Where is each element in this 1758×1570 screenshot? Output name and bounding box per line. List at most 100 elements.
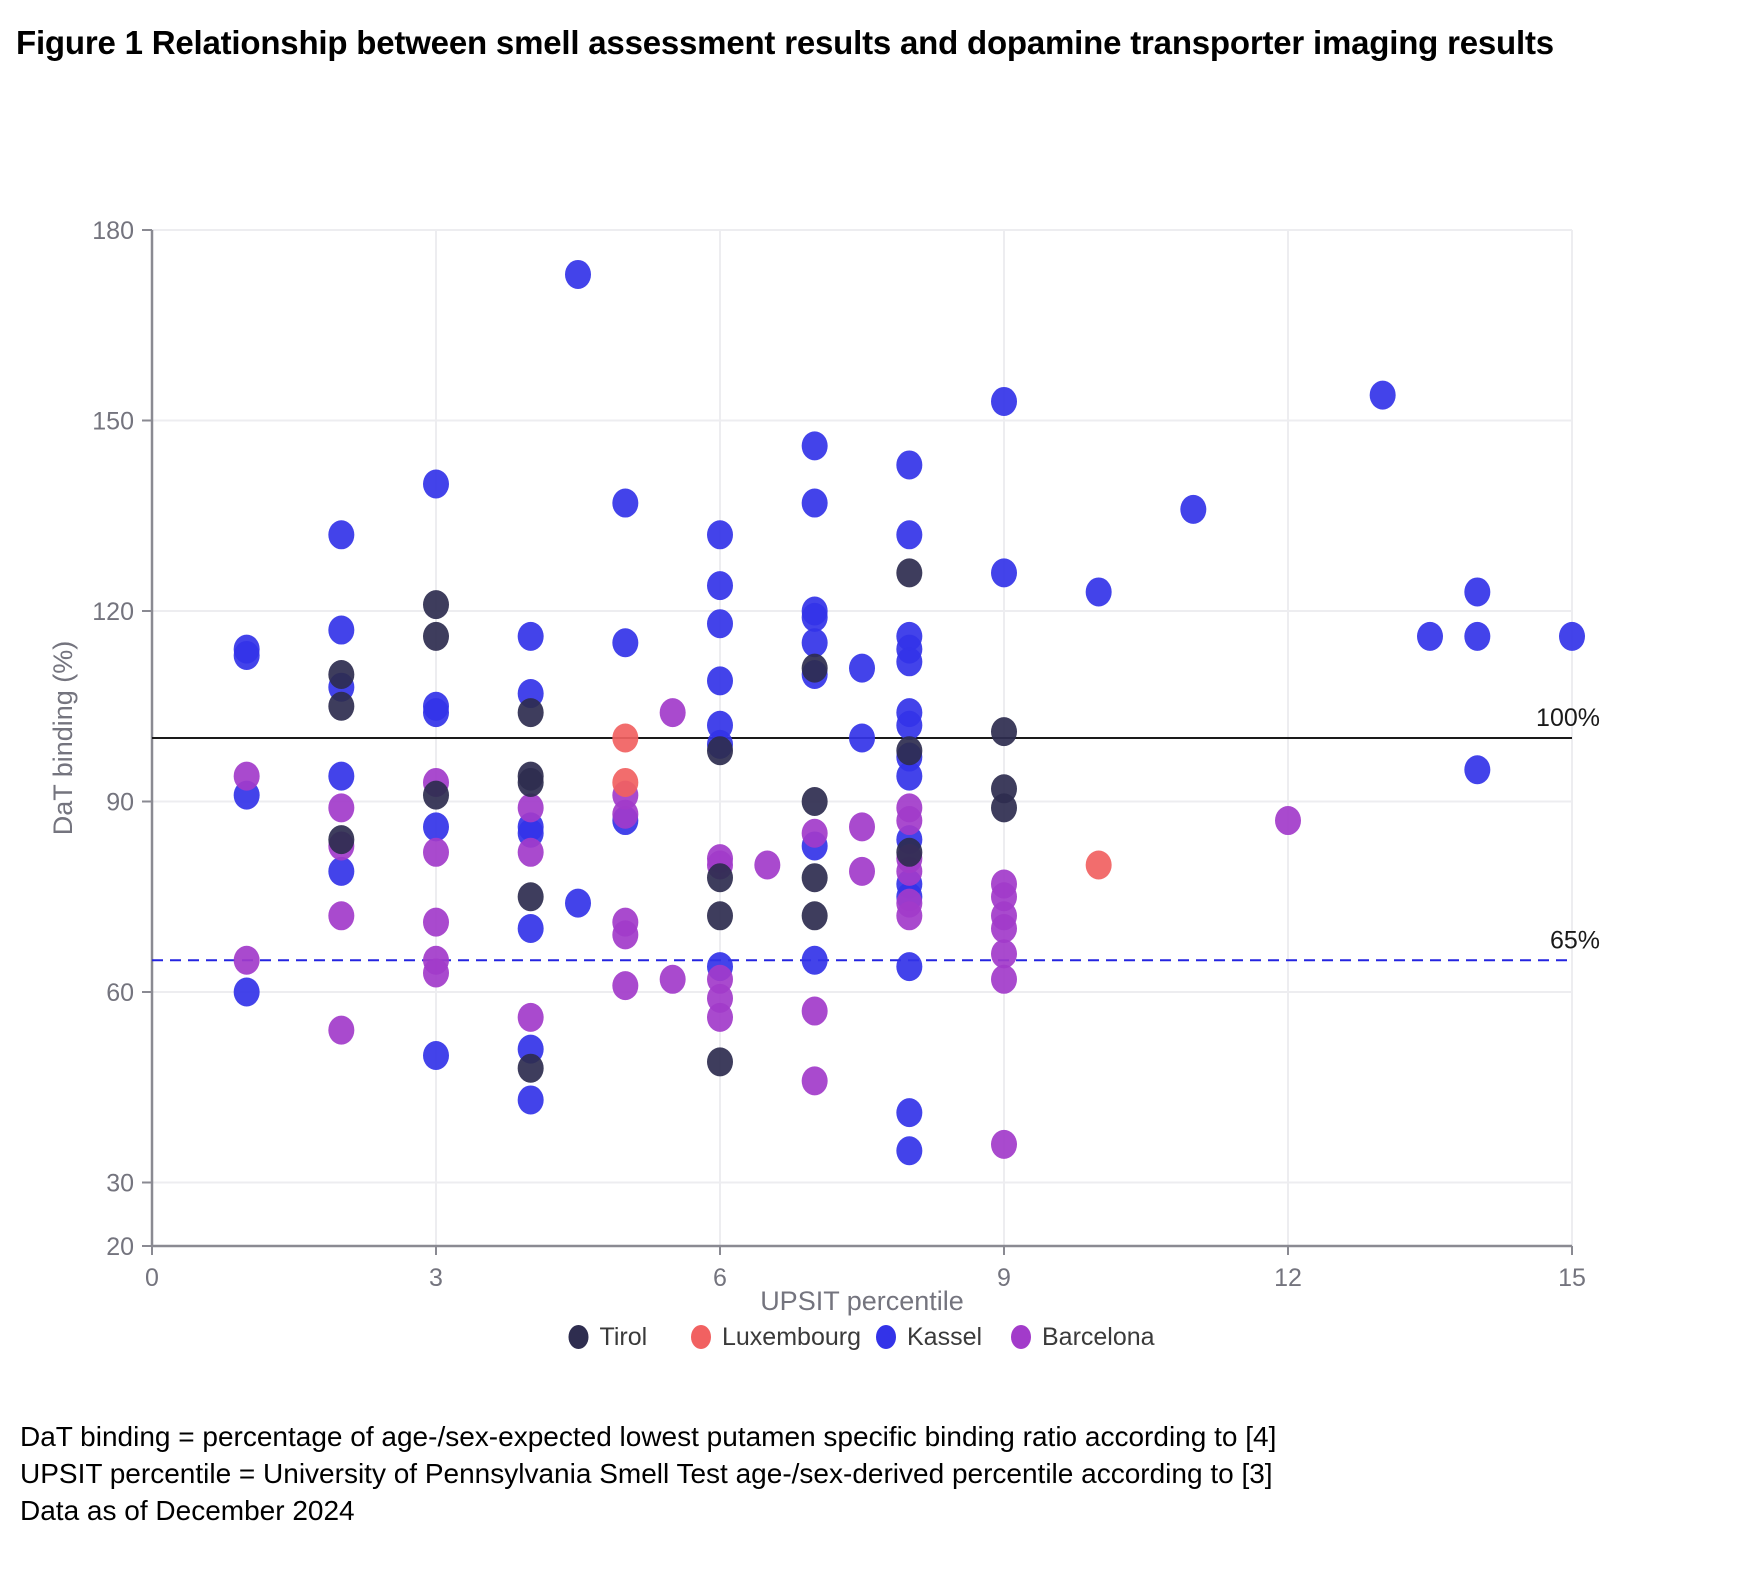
data-point-tirol <box>801 787 828 816</box>
data-point-kassel <box>423 1041 449 1070</box>
data-point-tirol <box>423 590 449 620</box>
data-point-tirol <box>328 825 355 855</box>
data-point-kassel <box>707 520 733 550</box>
data-point-kassel <box>423 698 449 728</box>
data-point-kassel <box>707 666 733 696</box>
y-tick-label: 150 <box>92 408 134 436</box>
scatter-plot: 180 150 120 90 60 30 20 0 3 6 9 12 15 100% 65% UPSIT pe… <box>48 217 1600 1351</box>
data-point-kassel <box>517 914 544 943</box>
data-point-barcelona <box>612 971 639 1001</box>
x-tick-label: 6 <box>713 1264 727 1292</box>
data-point-barcelona <box>754 850 781 880</box>
data-point-barcelona <box>896 901 923 931</box>
data-point-tirol <box>801 653 828 683</box>
data-point-barcelona <box>328 793 355 823</box>
data-point-barcelona <box>423 958 449 988</box>
data-point-barcelona <box>801 818 828 848</box>
data-point-tirol <box>517 767 544 797</box>
data-point-tirol <box>991 793 1017 823</box>
data-point-kassel <box>801 488 828 518</box>
x-tick-label: 0 <box>145 1264 159 1292</box>
data-point-kassel <box>328 520 355 550</box>
data-point-luxembourg <box>612 767 639 797</box>
data-point-kassel <box>801 945 828 975</box>
data-point-tirol <box>517 882 544 912</box>
data-point-kassel <box>328 856 355 886</box>
data-point-tirol <box>423 780 449 810</box>
data-point-kassel <box>849 653 875 683</box>
data-point-kassel <box>1369 380 1396 410</box>
y-tick-label: 120 <box>92 598 134 626</box>
legend-swatch-kassel <box>876 1325 896 1349</box>
data-point-kassel <box>991 386 1017 416</box>
data-point-kassel <box>565 888 591 918</box>
data-point-tirol <box>328 691 355 721</box>
data-point-kassel <box>328 761 355 791</box>
data-point-kassel <box>801 628 828 658</box>
data-point-kassel <box>849 723 875 753</box>
data-point-tirol <box>896 736 923 766</box>
legend-label-tirol: Tirol <box>600 1323 648 1351</box>
footnote-data-date: Data as of December 2024 <box>20 1495 355 1527</box>
x-tick-label: 3 <box>429 1264 443 1292</box>
data-point-barcelona <box>1275 806 1301 836</box>
data-point-tirol <box>896 558 923 588</box>
data-point-kassel <box>1417 621 1443 651</box>
data-point-barcelona <box>517 837 544 867</box>
data-point-barcelona <box>328 1015 355 1045</box>
data-point-barcelona <box>612 799 639 829</box>
data-point-barcelona <box>659 698 686 728</box>
data-point-kassel <box>1464 577 1491 607</box>
data-point-kassel <box>896 647 923 677</box>
data-point-tirol <box>707 901 733 931</box>
data-point-barcelona <box>991 914 1017 943</box>
data-point-kassel <box>896 761 923 791</box>
data-point-kassel <box>896 710 923 740</box>
data-point-barcelona <box>849 812 875 842</box>
x-tick-label: 12 <box>1274 1264 1302 1292</box>
data-point-tirol <box>991 717 1017 747</box>
data-point-kassel <box>328 615 355 645</box>
footnote-dat-binding: DaT binding = percentage of age-/sex-exp… <box>20 1421 1277 1452</box>
data-point-barcelona <box>707 1002 733 1032</box>
figure-footnotes: DaT binding = percentage of age-/sex-exp… <box>20 1418 1720 1530</box>
data-point-tirol <box>801 901 828 931</box>
y-tick-label: 30 <box>106 1170 134 1198</box>
data-point-barcelona <box>423 837 449 867</box>
data-point-barcelona <box>896 806 923 836</box>
legend-swatch-luxembourg <box>691 1325 711 1349</box>
x-tick-label: 15 <box>1558 1264 1586 1292</box>
data-point-tirol <box>707 863 733 893</box>
data-point-barcelona <box>849 856 875 886</box>
data-point-kassel <box>707 609 733 639</box>
data-point-barcelona <box>991 939 1017 969</box>
data-point-barcelona <box>423 907 449 937</box>
data-point-tirol <box>517 1053 544 1083</box>
data-point-kassel <box>896 450 923 480</box>
data-point-tirol <box>801 863 828 893</box>
data-point-kassel <box>565 259 591 289</box>
legend-swatch-barcelona <box>1011 1325 1031 1349</box>
data-point-barcelona <box>991 964 1017 994</box>
data-point-barcelona <box>328 901 355 931</box>
data-point-barcelona <box>233 945 260 975</box>
reference-line-label: 100% <box>1536 704 1600 732</box>
data-point-barcelona <box>517 1002 544 1032</box>
y-tick-label: 60 <box>106 979 134 1007</box>
data-point-kassel <box>423 469 449 499</box>
data-point-kassel <box>517 1085 544 1115</box>
figure-title: Figure 1 Relationship between smell asse… <box>16 24 1554 61</box>
y-axis-title: DaT binding (%) <box>48 641 78 836</box>
data-point-barcelona <box>659 964 686 994</box>
data-point-kassel <box>896 952 923 982</box>
data-point-tirol <box>707 1047 733 1077</box>
data-point-kassel <box>1464 621 1491 651</box>
legend-label-barcelona: Barcelona <box>1042 1323 1155 1351</box>
data-point-kassel <box>1180 494 1207 524</box>
data-point-tirol <box>328 660 355 689</box>
footnote-upsit: UPSIT percentile = University of Pennsyl… <box>20 1458 1273 1490</box>
data-point-kassel <box>1085 577 1112 607</box>
data-point-kassel <box>612 488 639 518</box>
y-tick-label: 180 <box>92 217 134 245</box>
legend-swatch-tirol <box>568 1325 589 1349</box>
